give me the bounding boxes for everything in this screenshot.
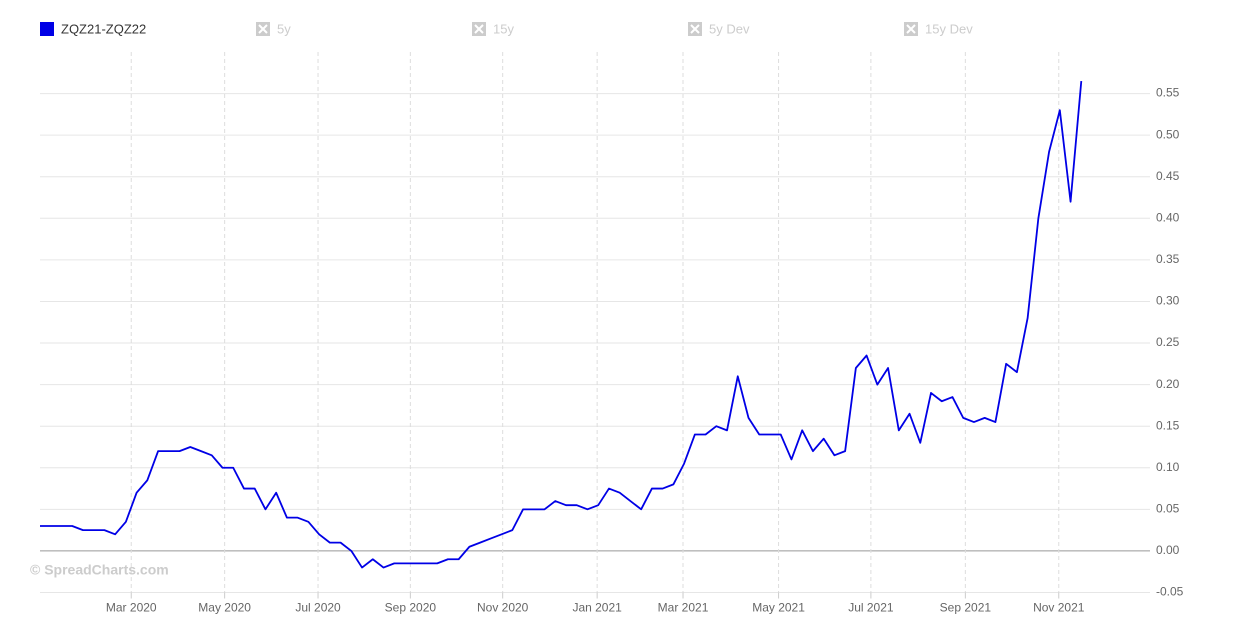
x-tick-label: Sep 2021: [940, 601, 992, 615]
legend-cross: [474, 24, 484, 34]
y-tick-label: 0.50: [1156, 127, 1180, 141]
y-tick-label: 0.00: [1156, 543, 1180, 557]
y-tick-label: 0.10: [1156, 460, 1180, 474]
x-tick-label: Mar 2021: [658, 601, 709, 615]
legend-cross: [690, 24, 700, 34]
y-tick-label: 0.45: [1156, 169, 1180, 183]
legend-label[interactable]: 15y: [493, 21, 514, 36]
x-tick-label: May 2021: [752, 601, 805, 615]
y-tick-label: 0.05: [1156, 502, 1180, 516]
x-tick-label: May 2020: [198, 601, 251, 615]
legend-cross: [258, 24, 268, 34]
legend-label[interactable]: 5y Dev: [709, 21, 750, 36]
legend-cross: [906, 24, 916, 34]
watermark: © SpreadCharts.com: [30, 562, 169, 578]
line: [40, 81, 1083, 569]
x-tick-label: Mar 2020: [106, 601, 157, 615]
x-tick-label: Jul 2021: [848, 601, 894, 615]
legend-label[interactable]: 15y Dev: [925, 21, 973, 36]
x-tick-label: Jul 2020: [295, 601, 341, 615]
x-tick-label: Nov 2021: [1033, 601, 1085, 615]
y-tick-label: -0.05: [1156, 585, 1184, 599]
y-tick-label: 0.55: [1156, 86, 1180, 100]
x-tick-label: Nov 2020: [477, 601, 529, 615]
y-tick-label: 0.35: [1156, 252, 1180, 266]
y-tick-label: 0.30: [1156, 294, 1180, 308]
y-tick-label: 0.20: [1156, 377, 1180, 391]
x-tick-label: Jan 2021: [572, 601, 622, 615]
legend-label[interactable]: 5y: [277, 21, 291, 36]
y-tick-label: 0.25: [1156, 335, 1180, 349]
x-tick-label: Sep 2020: [385, 601, 437, 615]
legend-swatch[interactable]: [40, 22, 54, 36]
y-tick-label: 0.40: [1156, 210, 1180, 224]
y-tick-label: 0.15: [1156, 418, 1180, 432]
legend-label[interactable]: ZQZ21-ZQZ22: [61, 21, 146, 36]
